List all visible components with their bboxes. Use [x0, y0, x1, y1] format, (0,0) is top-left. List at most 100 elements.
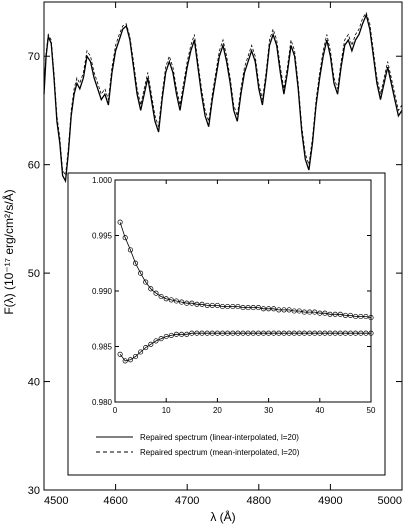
x-tick-label: 4600: [103, 495, 127, 507]
inset-upper-point: [255, 305, 261, 311]
main-plot-frame: [43, 1, 403, 491]
inset-lower-point: [322, 330, 328, 336]
inset-lower-point: [363, 330, 369, 336]
inset-lower-point: [327, 330, 333, 336]
inset-x-tick-label: 0: [113, 406, 118, 415]
inset-upper-point: [332, 311, 338, 317]
inset-lower-point: [281, 330, 287, 336]
inset-lower-point: [117, 351, 123, 357]
legend-label-mean: Repaired spectrum (mean-interpolated, l=…: [140, 448, 300, 457]
inset-lower-point: [332, 330, 338, 336]
inset-upper-point: [353, 313, 359, 320]
inset-lower-point: [240, 330, 246, 336]
inset-upper-point: [286, 307, 292, 313]
inset-lower-point: [276, 330, 282, 336]
inset-lower-point: [235, 330, 241, 336]
inset-series-group: [117, 219, 374, 364]
x-tick-label: 5000: [378, 495, 402, 507]
inset-x-tick-label: 50: [367, 406, 376, 415]
y-tick-label: 30: [28, 485, 40, 497]
inset-upper-point: [127, 247, 133, 253]
inset-upper-point: [266, 306, 272, 312]
inset-upper-point: [230, 303, 236, 310]
x-axis-title: λ (Å): [210, 509, 235, 524]
inset-upper-point: [240, 305, 246, 311]
inset-y-tick-label: 0.985: [92, 343, 113, 352]
inset-upper-point: [245, 305, 251, 311]
y-tick-label: 70: [28, 51, 40, 63]
inset-upper-point: [173, 298, 179, 304]
inset-lower-point: [368, 330, 374, 336]
series-line-linear: [43, 12, 403, 184]
inset-upper-point: [276, 307, 282, 313]
inset-upper-point: [209, 302, 215, 308]
inset-lower-point: [301, 330, 307, 336]
inset-lower-point: [337, 330, 343, 336]
inset-lower-point: [143, 345, 149, 351]
inset-lower-point: [312, 330, 318, 336]
inset-lower-point: [184, 331, 190, 337]
inset-lower-point: [153, 338, 159, 344]
inset-upper-point: [342, 312, 348, 318]
inset-upper-point: [337, 311, 343, 317]
inset-upper-point: [296, 308, 302, 314]
y-tick-label: 50: [28, 268, 40, 280]
inset-lower-point: [250, 330, 256, 336]
inset-lower-point: [148, 341, 154, 347]
inset-lower-point: [266, 330, 272, 336]
legend-label-linear: Repaired spectrum (linear-interpolated, …: [140, 433, 299, 442]
inset-upper-point: [250, 305, 256, 311]
main-series-group: [43, 11, 403, 184]
inset-upper-point: [368, 315, 374, 321]
y-tick-label: 40: [28, 377, 40, 389]
x-tick-label: 4900: [318, 495, 342, 507]
inset-upper-point: [117, 219, 123, 225]
inset-upper-point: [312, 309, 318, 315]
y-tick-label: 60: [28, 160, 40, 172]
inset-lower-point: [291, 330, 297, 336]
inset-lower-point: [158, 336, 164, 342]
inset-y-tick-label: 0.995: [92, 232, 113, 241]
inset-upper-point: [122, 235, 128, 241]
inset-lower-point: [245, 330, 251, 336]
inset-upper-point: [163, 296, 169, 302]
inset-lower-point: [163, 333, 169, 340]
inset-upper-point: [184, 300, 190, 306]
inset-lower-point: [219, 330, 226, 336]
inset-upper-point: [199, 301, 205, 307]
x-tick-label: 4700: [175, 495, 199, 507]
inset-lower-point: [214, 330, 220, 336]
inset-upper-point: [327, 311, 333, 317]
inset-lower-line: [119, 332, 371, 362]
inset-upper-point: [271, 306, 277, 312]
inset-upper-point: [189, 300, 195, 306]
inset-upper-point: [322, 310, 328, 316]
inset-upper-line: [119, 222, 372, 318]
inset-lower-point: [255, 330, 261, 336]
x-tick-label: 4500: [44, 495, 68, 507]
inset-lower-point: [179, 331, 185, 337]
inset-lower-point: [127, 357, 133, 363]
inset-lower-point: [209, 330, 215, 336]
inset-upper-point: [235, 303, 241, 310]
inset-lower-point: [132, 353, 139, 360]
legend: Repaired spectrum (linear-interpolated, …: [96, 433, 300, 457]
inset-upper-point: [307, 309, 313, 315]
inset-lower-point: [271, 330, 277, 336]
inset-lower-point: [189, 330, 195, 336]
inset-upper-point: [363, 313, 369, 320]
inset-background: [67, 172, 386, 476]
inset-lower-point: [353, 330, 359, 336]
inset-lower-point: [138, 349, 144, 355]
inset-axis-ticks: 0 10 20 30 40 50 0.980 0.985 0.990 0.995 1.000: [92, 176, 376, 415]
inset-lower-point: [317, 330, 323, 336]
inset-y-tick-label: 0.990: [92, 287, 113, 296]
inset-upper-point: [358, 313, 364, 320]
inset-lower-point: [225, 330, 231, 336]
inset-x-tick-label: 30: [264, 406, 273, 415]
inset-upper-point: [214, 302, 220, 308]
inset-upper-point: [143, 279, 149, 285]
inset-upper-point: [138, 270, 144, 276]
inset-y-tick-label: 1.000: [92, 176, 113, 185]
